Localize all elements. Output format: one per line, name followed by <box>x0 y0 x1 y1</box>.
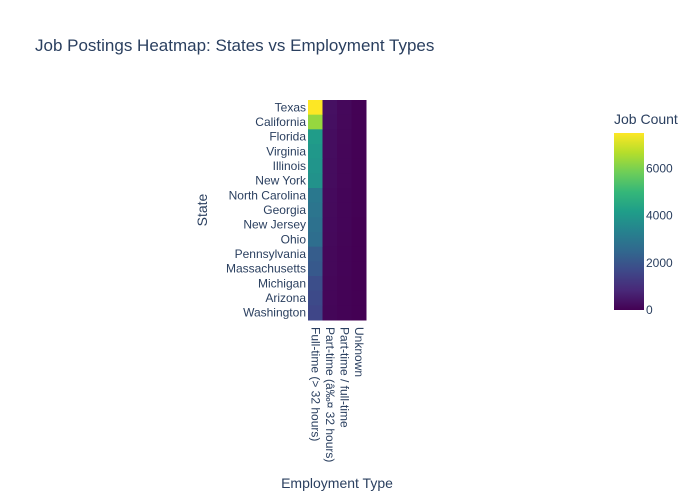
heatmap-cell <box>322 261 338 277</box>
heatmap-cell <box>308 158 323 174</box>
heatmap-cell <box>308 129 323 145</box>
heatmap-cell <box>308 276 323 292</box>
chart-title: Job Postings Heatmap: States vs Employme… <box>35 36 434 55</box>
x-tick-label: Part-time (â‰¤ 32 hours) <box>323 327 337 462</box>
heatmap-cells <box>308 100 367 321</box>
heatmap-cell <box>322 100 338 116</box>
heatmap-cell <box>308 261 323 277</box>
heatmap-cell <box>322 246 338 262</box>
heatmap-cell <box>337 188 352 204</box>
y-tick-label: Massachusetts <box>226 262 306 276</box>
heatmap-cell <box>337 261 352 277</box>
heatmap-cell <box>337 144 352 160</box>
heatmap-cell <box>322 114 338 130</box>
y-tick-label: New Jersey <box>243 218 306 232</box>
x-axis-title: Employment Type <box>281 475 393 491</box>
heatmap-cell <box>337 202 352 218</box>
x-tick-label: Part-time / full-time <box>337 327 351 428</box>
heatmap-cell <box>337 290 352 306</box>
heatmap-cell <box>337 129 352 145</box>
heatmap-cell <box>351 276 367 292</box>
x-tick-labels: Full-time (> 32 hours) Part-time (â‰¤ 32 … <box>308 327 366 462</box>
heatmap-cell <box>337 305 352 321</box>
heatmap-cell <box>351 217 367 233</box>
heatmap-cell <box>337 114 352 130</box>
y-axis-title: State <box>194 193 210 226</box>
heatmap-cell <box>351 158 367 174</box>
colorbar: Job Count 0 2000 4000 6000 <box>614 111 678 317</box>
colorbar-tick-label: 6000 <box>646 161 673 175</box>
heatmap-cell <box>308 305 323 321</box>
heatmap-cell <box>351 246 367 262</box>
heatmap-cell <box>308 246 323 262</box>
x-tick-label: Unknown <box>352 327 366 377</box>
x-tick-label: Full-time (> 32 hours) <box>308 327 322 441</box>
heatmap-cell <box>322 158 338 174</box>
heatmap-cell <box>351 100 367 116</box>
y-tick-labels: TexasCaliforniaFloridaVirginiaIllinoisNe… <box>226 100 307 319</box>
y-tick-label: Texas <box>275 100 306 114</box>
heatmap-cell <box>322 217 338 233</box>
heatmap-cell <box>322 188 338 204</box>
heatmap-cell <box>351 129 367 145</box>
heatmap-cell <box>322 276 338 292</box>
y-tick-label: New York <box>255 174 307 188</box>
heatmap-cell <box>308 232 323 248</box>
y-tick-label: Florida <box>269 130 306 144</box>
heatmap-cell <box>308 144 323 160</box>
heatmap-cell <box>308 114 323 130</box>
y-tick-label: Washington <box>243 306 306 320</box>
heatmap-cell <box>308 290 323 306</box>
y-tick-label: California <box>255 115 306 129</box>
heatmap-cell <box>351 144 367 160</box>
heatmap-cell <box>308 217 323 233</box>
heatmap-cell <box>351 202 367 218</box>
y-tick-label: Illinois <box>273 159 306 173</box>
colorbar-tick-label: 4000 <box>646 209 673 223</box>
y-tick-label: Pennsylvania <box>235 247 307 261</box>
heatmap-cell <box>337 158 352 174</box>
heatmap-cell <box>308 202 323 218</box>
heatmap-cell <box>337 276 352 292</box>
heatmap-cell <box>308 188 323 204</box>
heatmap-cell <box>351 114 367 130</box>
colorbar-gradient <box>614 133 644 310</box>
colorbar-tick-label: 0 <box>646 303 653 317</box>
heatmap-cell <box>351 290 367 306</box>
heatmap-cell <box>351 232 367 248</box>
heatmap-cell <box>337 246 352 262</box>
heatmap-cell <box>351 188 367 204</box>
heatmap-cell <box>308 100 323 116</box>
heatmap-cell <box>337 232 352 248</box>
heatmap-cell <box>322 290 338 306</box>
y-tick-label: Arizona <box>265 291 306 305</box>
heatmap-cell <box>337 100 352 116</box>
y-tick-label: North Carolina <box>229 188 307 202</box>
y-tick-label: Ohio <box>281 232 307 246</box>
heatmap-cell <box>351 173 367 189</box>
heatmap-cell <box>308 173 323 189</box>
heatmap-cell <box>322 232 338 248</box>
y-tick-label: Virginia <box>266 144 306 158</box>
colorbar-tick-label: 2000 <box>646 256 673 270</box>
heatmap-cell <box>337 217 352 233</box>
y-tick-label: Georgia <box>263 203 306 217</box>
heatmap-cell <box>322 173 338 189</box>
heatmap-cell <box>351 305 367 321</box>
heatmap-cell <box>337 173 352 189</box>
y-tick-label: Michigan <box>258 276 306 290</box>
heatmap-cell <box>322 129 338 145</box>
heatmap-cell <box>322 144 338 160</box>
heatmap-cell <box>351 261 367 277</box>
heatmap-cell <box>322 305 338 321</box>
heatmap-cell <box>322 202 338 218</box>
colorbar-title: Job Count <box>614 111 678 127</box>
colorbar-ticks: 0 2000 4000 6000 <box>646 161 673 317</box>
